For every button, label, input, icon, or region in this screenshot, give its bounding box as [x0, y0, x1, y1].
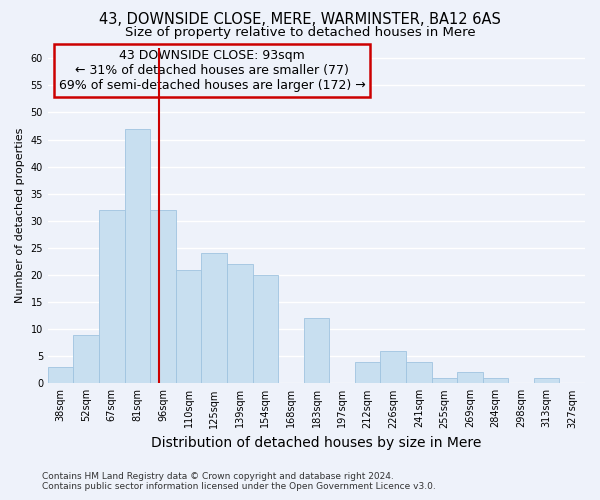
Bar	[125, 128, 150, 384]
Bar	[355, 362, 380, 384]
Text: 43 DOWNSIDE CLOSE: 93sqm
← 31% of detached houses are smaller (77)
69% of semi-d: 43 DOWNSIDE CLOSE: 93sqm ← 31% of detach…	[59, 49, 365, 92]
Bar	[202, 254, 227, 384]
X-axis label: Distribution of detached houses by size in Mere: Distribution of detached houses by size …	[151, 436, 482, 450]
Bar	[227, 264, 253, 384]
Bar	[99, 210, 125, 384]
Bar	[380, 351, 406, 384]
Bar	[150, 210, 176, 384]
Bar	[304, 318, 329, 384]
Bar	[482, 378, 508, 384]
Bar	[457, 372, 482, 384]
Bar	[176, 270, 202, 384]
Bar	[253, 275, 278, 384]
Bar	[48, 367, 73, 384]
Bar	[534, 378, 559, 384]
Bar	[431, 378, 457, 384]
Bar	[406, 362, 431, 384]
Y-axis label: Number of detached properties: Number of detached properties	[15, 128, 25, 303]
Bar	[73, 334, 99, 384]
Text: 43, DOWNSIDE CLOSE, MERE, WARMINSTER, BA12 6AS: 43, DOWNSIDE CLOSE, MERE, WARMINSTER, BA…	[99, 12, 501, 28]
Text: Size of property relative to detached houses in Mere: Size of property relative to detached ho…	[125, 26, 475, 39]
Text: Contains HM Land Registry data © Crown copyright and database right 2024.
Contai: Contains HM Land Registry data © Crown c…	[42, 472, 436, 491]
